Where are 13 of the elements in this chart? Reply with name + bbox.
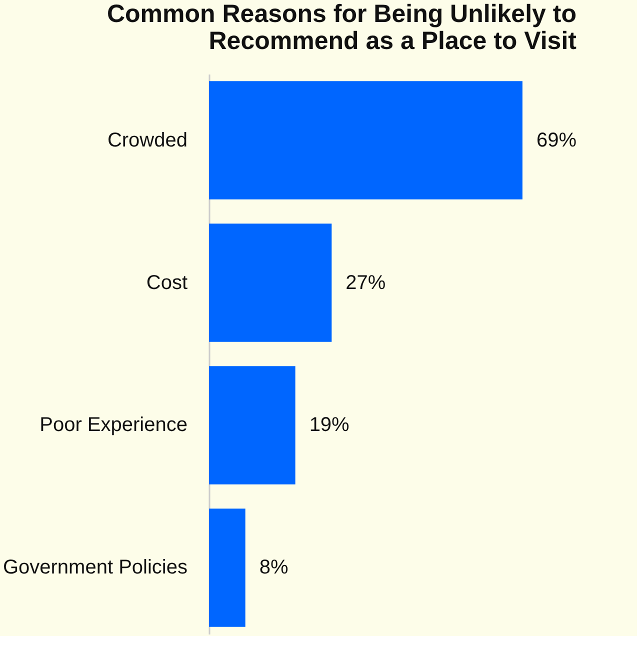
data-label: 69% [536, 129, 577, 152]
y-tick-label: Poor Experience [40, 414, 188, 436]
bar [209, 224, 332, 342]
bar [209, 81, 522, 200]
data-label: 8% [259, 556, 288, 579]
data-label: 27% [346, 272, 386, 294]
chart-title: Common Reasons for Being Unlikely to Recommend as a Place to Visit [106, 0, 578, 55]
y-tick-label: Cost [146, 272, 188, 294]
y-tick-label: Government Policies [2, 556, 188, 579]
y-tick-label: Crowded [107, 129, 188, 152]
bar [209, 366, 296, 484]
data-label: 19% [309, 414, 350, 436]
bar [209, 508, 246, 627]
